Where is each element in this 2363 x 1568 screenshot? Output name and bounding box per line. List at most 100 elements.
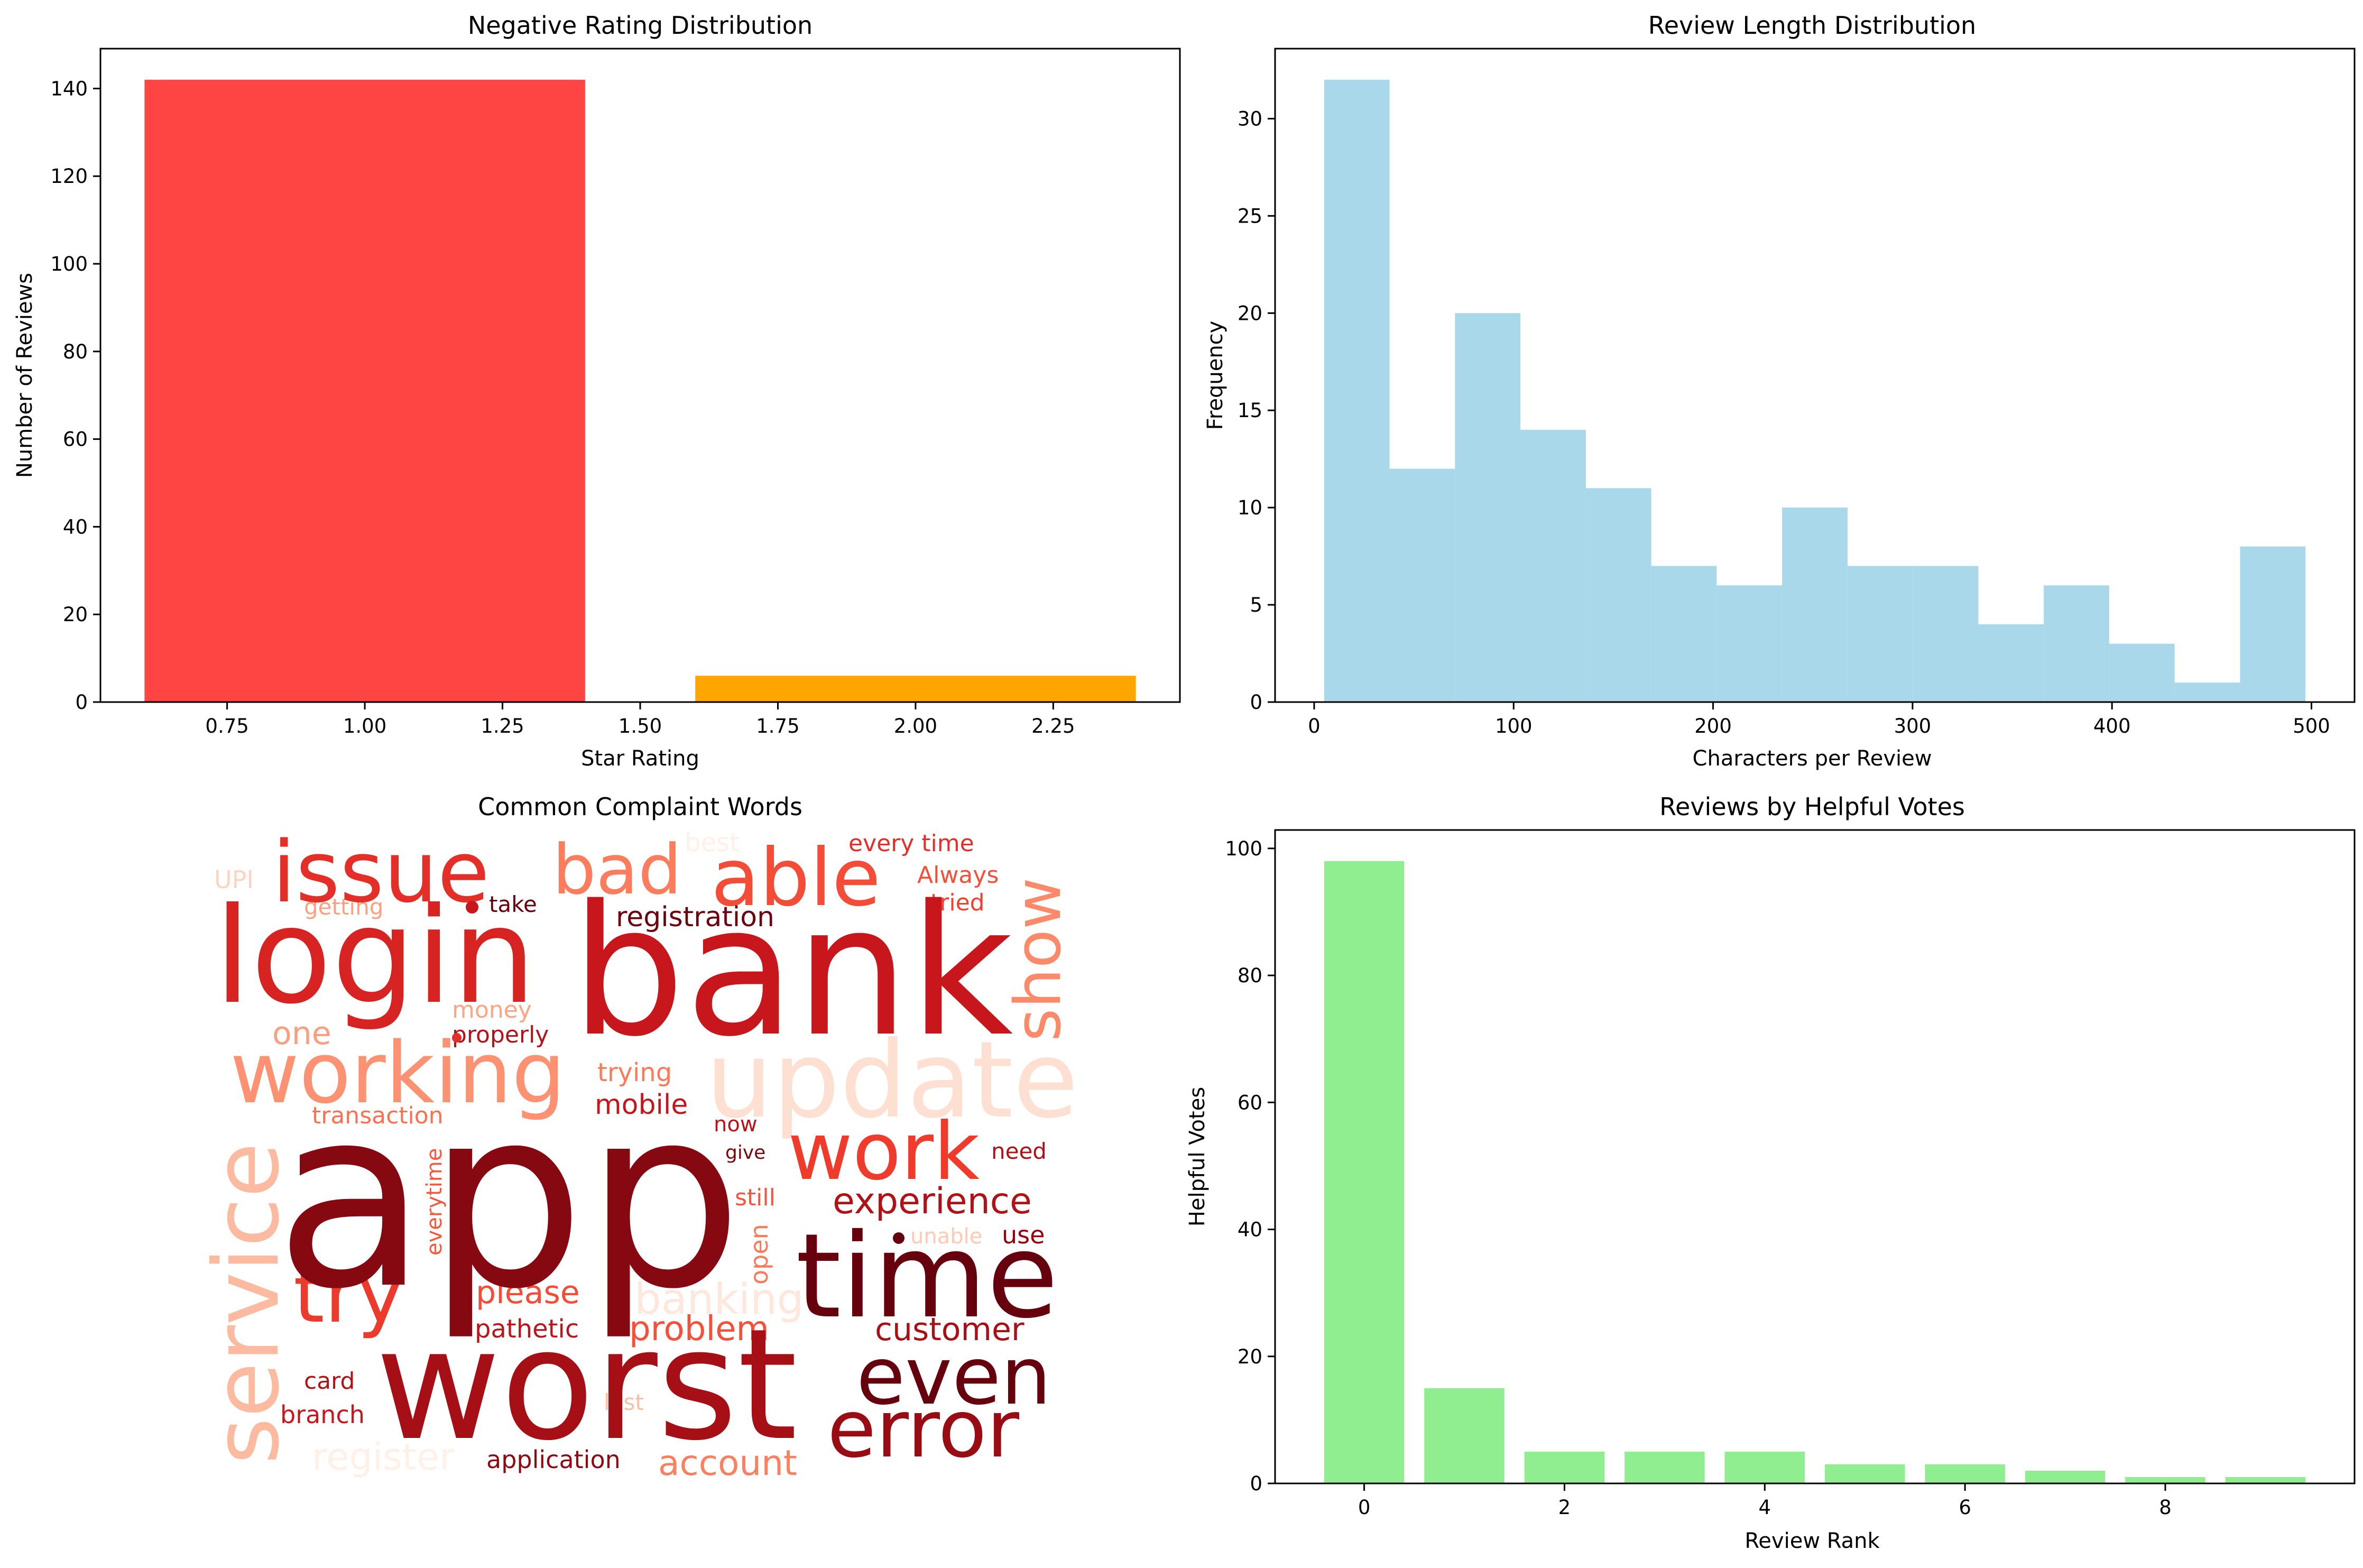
wordcloud-word: problem bbox=[629, 1309, 769, 1349]
x-tick-label: 1.50 bbox=[619, 715, 662, 737]
rating-bar bbox=[695, 676, 1136, 702]
wordcloud-word: pathetic bbox=[475, 1314, 579, 1344]
wordcloud-word: bank bbox=[571, 867, 1013, 1076]
y-tick-label: 0 bbox=[1250, 691, 1262, 714]
helpful-plot-frame bbox=[1274, 829, 2356, 1484]
wordcloud-word: use bbox=[1002, 1221, 1045, 1249]
wordcloud-dot bbox=[466, 901, 478, 914]
helpful-y-label: Helpful Votes bbox=[1185, 1087, 1210, 1226]
length-y-label: Frequency bbox=[1203, 321, 1227, 430]
y-tick-label: 15 bbox=[1238, 399, 1262, 422]
x-tick-label: 200 bbox=[1694, 715, 1732, 737]
wordcloud-word: error bbox=[827, 1383, 1019, 1475]
histogram-bar bbox=[1716, 585, 1783, 702]
wordcloud-word: try bbox=[293, 1249, 404, 1341]
wordcloud-word: best bbox=[685, 828, 740, 857]
rating-chart-title: Negative Rating Distribution bbox=[468, 11, 813, 40]
wordcloud-word: work bbox=[788, 1106, 980, 1198]
y-tick-label: 20 bbox=[1238, 1345, 1262, 1368]
wordcloud-word: register bbox=[312, 1435, 455, 1479]
wordcloud-words: best banking register update UPI service… bbox=[195, 823, 1078, 1483]
y-tick-label: 30 bbox=[1238, 107, 1262, 130]
x-tick-label: 2.25 bbox=[1031, 715, 1075, 737]
wordcloud-word: now bbox=[714, 1112, 758, 1137]
wordcloud-word: properly bbox=[452, 1021, 549, 1048]
y-tick-label: 40 bbox=[1238, 1219, 1262, 1241]
wordcloud-word: mobile bbox=[595, 1089, 688, 1121]
y-tick-label: 40 bbox=[63, 515, 88, 538]
x-tick-label: 6 bbox=[1959, 1496, 1971, 1519]
wordcloud-word: account bbox=[658, 1443, 797, 1483]
y-tick-label: 100 bbox=[50, 253, 88, 275]
helpful-bar bbox=[1624, 1451, 1705, 1483]
y-tick-label: 60 bbox=[1238, 1091, 1262, 1114]
wordcloud-word: even bbox=[856, 1331, 1051, 1423]
y-tick-label: 80 bbox=[63, 340, 88, 363]
x-tick-label: 400 bbox=[2093, 715, 2131, 737]
wordcloud-word: show bbox=[1002, 878, 1075, 1041]
y-tick-label: 60 bbox=[63, 428, 88, 451]
histogram-bar bbox=[1913, 566, 1979, 702]
wordcloud-word: worst bbox=[375, 1296, 798, 1474]
histogram-bar bbox=[1389, 468, 1455, 702]
helpful-bar bbox=[1424, 1388, 1504, 1483]
helpful-bar bbox=[1324, 861, 1405, 1483]
wordcloud-word: working bbox=[230, 1023, 566, 1122]
x-tick-label: 1.00 bbox=[343, 715, 386, 737]
x-tick-label: 0 bbox=[1308, 715, 1321, 737]
histogram-bar bbox=[2240, 546, 2306, 702]
complaint-wordcloud: Common Complaint Words best banking regi… bbox=[195, 792, 1078, 1483]
histogram-bar bbox=[1324, 79, 1390, 702]
wordcloud-word: getting bbox=[304, 894, 383, 920]
x-tick-label: 500 bbox=[2293, 715, 2330, 737]
wordcloud-word: issue bbox=[272, 823, 490, 921]
wordcloud-word: open bbox=[745, 1224, 773, 1285]
wordcloud-dot bbox=[893, 1232, 904, 1244]
wordcloud-word: app bbox=[275, 1054, 743, 1343]
wordcloud-word: every time bbox=[848, 830, 974, 857]
histogram-bar bbox=[1520, 430, 1586, 702]
x-tick-label: 4 bbox=[1759, 1496, 1771, 1519]
wordcloud-word: money bbox=[452, 997, 532, 1023]
wordcloud-word: customer bbox=[875, 1311, 1024, 1348]
y-tick-label: 20 bbox=[63, 603, 88, 626]
wordcloud-word: able bbox=[711, 832, 881, 924]
helpful-bar bbox=[2025, 1470, 2106, 1483]
wordcloud-dot bbox=[452, 1033, 461, 1043]
wordcloud-word: bad bbox=[552, 829, 682, 910]
x-tick-label: 0.75 bbox=[205, 715, 248, 737]
wordcloud-word: banking bbox=[634, 1275, 804, 1324]
wordcloud-word: please bbox=[476, 1274, 580, 1311]
wordcloud-word: login bbox=[214, 879, 536, 1033]
histogram-bar bbox=[2174, 682, 2240, 702]
histogram-bar bbox=[1782, 508, 1848, 702]
y-tick-label: 120 bbox=[50, 165, 88, 188]
wordcloud-word: unable bbox=[910, 1224, 982, 1249]
y-tick-label: 80 bbox=[1238, 964, 1262, 987]
y-tick-label: 0 bbox=[1250, 1472, 1262, 1495]
x-tick-label: 100 bbox=[1495, 715, 1533, 737]
histogram-bar bbox=[1847, 566, 1913, 702]
y-tick-label: 0 bbox=[75, 691, 88, 714]
histogram-bar bbox=[2109, 643, 2175, 702]
wordcloud-word: card bbox=[304, 1368, 355, 1395]
rating-bar bbox=[144, 79, 585, 702]
histogram-bar bbox=[1585, 488, 1651, 702]
helpful-bar bbox=[1925, 1464, 2005, 1483]
review-length-chart: Review Length Distribution 0 100 200 300 400… bbox=[1203, 11, 2356, 771]
x-tick-label: 0 bbox=[1358, 1496, 1371, 1519]
wordcloud-word: need bbox=[991, 1138, 1047, 1164]
y-tick-label: 100 bbox=[1225, 837, 1262, 860]
helpful-chart-title: Reviews by Helpful Votes bbox=[1659, 792, 1965, 821]
histogram-bar bbox=[2044, 585, 2109, 702]
wordcloud-word: tried bbox=[930, 889, 985, 916]
y-tick-label: 140 bbox=[50, 77, 88, 100]
helpful-bar bbox=[1824, 1464, 1905, 1483]
x-tick-label: 1.25 bbox=[481, 715, 524, 737]
wordcloud-word: everytime bbox=[422, 1148, 447, 1256]
wordcloud-word: give bbox=[725, 1142, 765, 1164]
wordcloud-word: registration bbox=[616, 901, 774, 933]
wordcloud-title: Common Complaint Words bbox=[478, 792, 802, 821]
wordcloud-word: still bbox=[735, 1184, 776, 1211]
